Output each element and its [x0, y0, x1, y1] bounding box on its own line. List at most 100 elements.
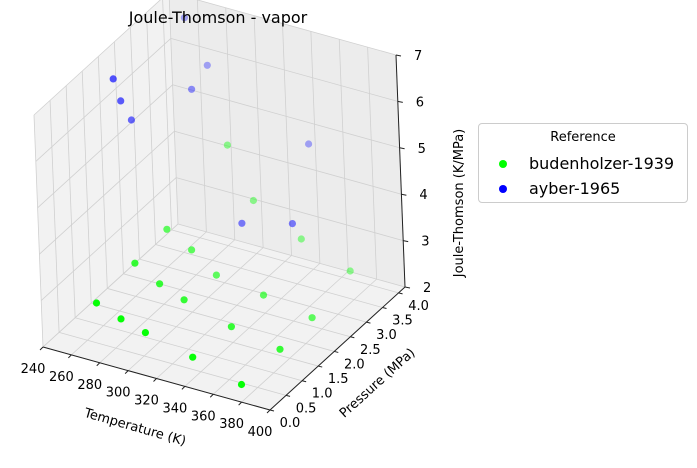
data-point-ayber [188, 85, 196, 93]
x-tick-mark [39, 346, 44, 351]
grid-line-y [107, 288, 335, 352]
z-tick-mark [397, 100, 403, 103]
data-point-budenholzer [276, 345, 284, 353]
data-point-ayber [203, 61, 211, 69]
z-tick-label: 6 [416, 95, 424, 110]
data-point-budenholzer [188, 246, 196, 254]
axis-panes [34, 0, 405, 410]
z-tick-label: 4 [419, 188, 427, 203]
grid-line-z [170, 38, 398, 102]
y-tick-label: 3.5 [392, 314, 413, 329]
data-point-budenholzer [180, 296, 188, 304]
data-point-budenholzer [237, 380, 246, 389]
legend-label: budenholzer-1939 [529, 154, 675, 173]
y-tick-mark [318, 365, 323, 368]
y-tick-mark [334, 350, 339, 353]
grid-line-z [35, 38, 172, 162]
grid-line-z [42, 223, 179, 348]
grid-line-x [338, 39, 349, 272]
data-point-budenholzer [141, 329, 149, 337]
data-point-ayber [180, 14, 188, 22]
data-point-budenholzer [156, 280, 164, 288]
y-tick-mark [285, 394, 291, 397]
y-tick-label: 2.0 [344, 357, 365, 372]
grid-line-z [177, 223, 406, 288]
grid-line-y [130, 27, 140, 260]
y-tick-mark [269, 409, 275, 412]
grid-line-x [225, 7, 236, 240]
data-point-ayber [305, 140, 313, 148]
grid-line-y [65, 85, 76, 318]
grid-line-y [139, 258, 367, 323]
legend-label: ayber-1965 [529, 179, 621, 198]
data-point-ayber [117, 97, 125, 105]
data-point-budenholzer [189, 353, 197, 361]
grid-line-y [75, 317, 303, 382]
grid-line-y [171, 229, 399, 294]
z-tick-mark [403, 240, 409, 243]
z-tick-label: 5 [418, 142, 426, 157]
x-tick-mark [181, 386, 186, 390]
y-tick-mark [398, 292, 403, 295]
data-point-budenholzer [297, 235, 305, 243]
y-tick-mark [302, 380, 307, 383]
x-tick-label: 380 [219, 417, 244, 432]
grid-line-y [91, 302, 319, 367]
data-point-budenholzer [131, 259, 139, 267]
data-point-budenholzer [346, 267, 354, 275]
chart-title: Joule-Thomson - vapor [128, 8, 308, 27]
grid-line-z [40, 177, 177, 301]
data-point-ayber [288, 220, 296, 228]
grid-line-y [155, 244, 383, 308]
data-point-budenholzer [259, 291, 268, 299]
data-point-budenholzer [227, 323, 235, 331]
z-tick-mark [404, 286, 411, 289]
tick-labels: 2402602803003203403603804000.00.51.01.52… [21, 49, 432, 440]
grid-line-x [253, 15, 264, 248]
grid-line-z [33, 0, 161, 116]
data-point-budenholzer [163, 225, 171, 233]
z-tick-mark [401, 193, 407, 196]
grid-line-y [162, 0, 172, 230]
y-tick-mark [366, 321, 371, 324]
y-tick-label: 0.5 [296, 401, 317, 416]
data-point-budenholzer [92, 299, 101, 307]
z-axis-line [395, 54, 406, 288]
grid-line-z [172, 84, 400, 149]
x-tick-label: 400 [248, 425, 273, 440]
data-point-budenholzer [308, 314, 316, 322]
grid-line-z [196, 0, 397, 56]
x-tick-label: 280 [77, 378, 102, 393]
legend-title: Reference [550, 130, 616, 145]
y-tick-label: 1.0 [312, 387, 333, 402]
y-tick-label: 0.0 [280, 416, 301, 431]
grid-line-x [282, 23, 292, 256]
legend-item-budenholzer: budenholzer-1939 [499, 154, 674, 173]
grid-line-x [168, 0, 179, 225]
grid-line-z [39, 130, 175, 255]
x-tick-label: 340 [162, 401, 187, 416]
data-point-ayber [127, 116, 135, 124]
x-tick-mark [209, 393, 214, 398]
data-point-budenholzer [212, 271, 220, 279]
x-tick-mark [68, 354, 72, 359]
data-point-ayber [109, 75, 117, 83]
y-tick-label: 2.5 [360, 343, 381, 358]
x-tick-mark [153, 378, 157, 382]
grid-line-y [81, 71, 92, 304]
data-point-budenholzer [223, 141, 231, 149]
y-tick-label: 4.0 [408, 299, 429, 314]
x-tick-label: 260 [49, 370, 74, 385]
grid-line-x [367, 47, 378, 280]
z-axis-label: Joule-Thomson (K/MPa) [452, 129, 467, 279]
legend-marker-green [499, 159, 507, 168]
scatter-points [92, 14, 354, 389]
y-tick-label: 1.5 [328, 372, 349, 387]
y-tick-label: 3.0 [376, 328, 397, 343]
x-tick-mark [124, 370, 129, 374]
legend: Reference budenholzer-1939 ayber-1965 [478, 123, 688, 203]
x-tick-mark [266, 409, 271, 414]
grid-line-y [146, 12, 156, 245]
x-tick-label: 240 [21, 362, 46, 377]
